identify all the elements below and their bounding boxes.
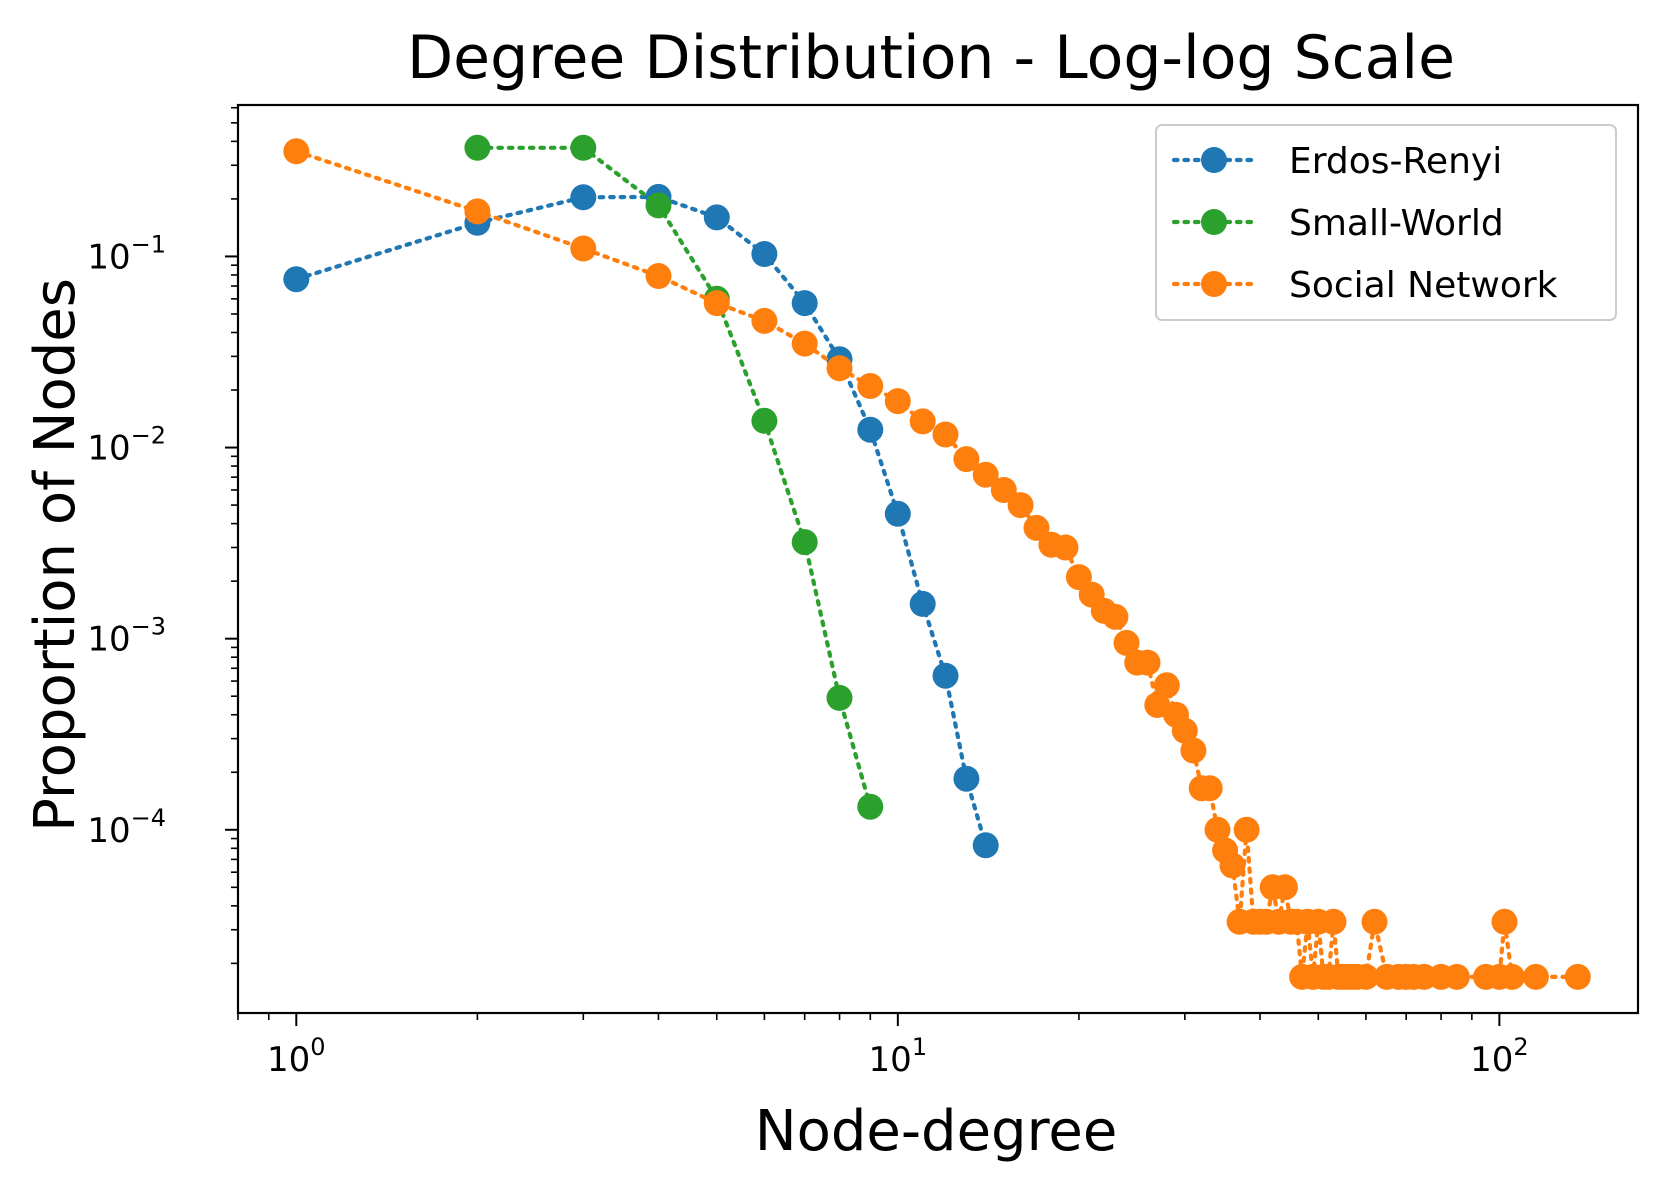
- legend-marker: [1201, 209, 1227, 235]
- data-point-social-network: [1113, 629, 1140, 656]
- data-point-social-network: [857, 373, 884, 399]
- data-point-social-network: [703, 290, 730, 317]
- data-point-erdos-renyi: [283, 266, 310, 293]
- legend-marker: [1201, 271, 1227, 297]
- data-point-social-network: [283, 138, 310, 165]
- data-point-social-network: [464, 198, 491, 225]
- data-point-social-network: [826, 355, 853, 382]
- legend-label: Small-World: [1289, 203, 1504, 244]
- axis-ticks: 100 101 102 10−1 10−2 10−3 10−4: [87, 106, 1529, 1080]
- data-point-social-network: [791, 330, 818, 357]
- data-point-social-network: [1023, 514, 1050, 541]
- data-point-erdos-renyi: [751, 241, 778, 267]
- x-tick-label: 100: [267, 1033, 326, 1080]
- data-point-social-network: [751, 307, 778, 334]
- data-point-social-network: [1352, 963, 1379, 990]
- y-tick-label: 10−1: [87, 230, 166, 277]
- y-tick-label: 10−4: [87, 804, 166, 851]
- data-point-erdos-renyi: [857, 416, 884, 443]
- legend-entry-erdos-renyi: Erdos-Renyi: [1171, 141, 1502, 182]
- legend-box: [1155, 124, 1617, 321]
- data-point-small-world: [464, 134, 491, 161]
- legend: Erdos-Renyi Small-World Social Network: [1155, 124, 1617, 321]
- data-point-social-network: [1271, 874, 1298, 901]
- y-tick-label: 10−3: [87, 613, 166, 660]
- data-point-social-network: [645, 263, 672, 289]
- data-point-erdos-renyi: [909, 590, 936, 617]
- data-point-social-network: [1564, 963, 1591, 990]
- legend-entry-social-network: Social Network: [1171, 265, 1558, 306]
- data-point-social-network: [1134, 649, 1161, 676]
- data-point-social-network: [1007, 492, 1034, 519]
- data-point-erdos-renyi: [791, 290, 818, 317]
- series-erdos-renyi: [283, 183, 999, 859]
- data-point-erdos-renyi: [703, 204, 730, 231]
- y-tick-label: 10−2: [87, 422, 166, 469]
- data-point-social-network: [1102, 603, 1129, 630]
- y-axis-label: Proportion of Nodes: [23, 278, 88, 832]
- data-point-erdos-renyi: [884, 500, 911, 527]
- data-point-social-network: [1204, 816, 1231, 843]
- legend-label: Erdos-Renyi: [1289, 141, 1502, 182]
- data-point-erdos-renyi: [953, 765, 980, 792]
- data-point-social-network: [1499, 963, 1526, 990]
- data-point-social-network: [1180, 737, 1207, 764]
- plot-area: [283, 134, 1591, 990]
- data-point-small-world: [791, 529, 818, 556]
- data-point-social-network: [1491, 908, 1518, 935]
- x-axis-label: Node-degree: [755, 1099, 1118, 1164]
- plot-frame: [236, 103, 1640, 1015]
- data-point-small-world: [645, 192, 672, 219]
- data-point-social-network: [1052, 534, 1079, 561]
- data-point-social-network: [909, 408, 936, 435]
- data-point-social-network: [1443, 963, 1470, 990]
- data-point-social-network: [1522, 963, 1549, 990]
- data-point-social-network: [884, 388, 911, 415]
- legend-marker: [1201, 147, 1227, 173]
- series-social-network: [283, 138, 1591, 990]
- data-point-small-world: [826, 684, 853, 711]
- data-point-small-world: [857, 793, 884, 820]
- data-point-social-network: [1320, 908, 1347, 935]
- data-point-erdos-renyi: [570, 184, 597, 211]
- data-point-social-network: [1233, 816, 1260, 843]
- data-point-social-network: [932, 421, 959, 448]
- data-point-erdos-renyi: [972, 832, 999, 859]
- data-point-social-network: [990, 477, 1017, 503]
- data-point-social-network: [1153, 672, 1180, 699]
- data-point-social-network: [1171, 717, 1198, 744]
- data-point-social-network: [1219, 852, 1246, 879]
- data-point-erdos-renyi: [932, 662, 959, 689]
- x-tick-label: 101: [869, 1033, 928, 1080]
- data-point-social-network: [972, 461, 999, 488]
- legend-entry-small-world: Small-World: [1171, 203, 1504, 244]
- chart-title: Degree Distribution - Log-log Scale: [407, 23, 1455, 93]
- series-line-small-world: [475, 145, 873, 809]
- data-point-social-network: [1361, 908, 1388, 935]
- x-tick-label: 102: [1470, 1033, 1529, 1080]
- data-point-small-world: [570, 134, 597, 161]
- data-point-small-world: [751, 407, 778, 434]
- data-point-social-network: [953, 446, 980, 473]
- data-point-social-network: [570, 235, 597, 262]
- legend-label: Social Network: [1289, 265, 1558, 306]
- data-point-social-network: [1196, 775, 1223, 802]
